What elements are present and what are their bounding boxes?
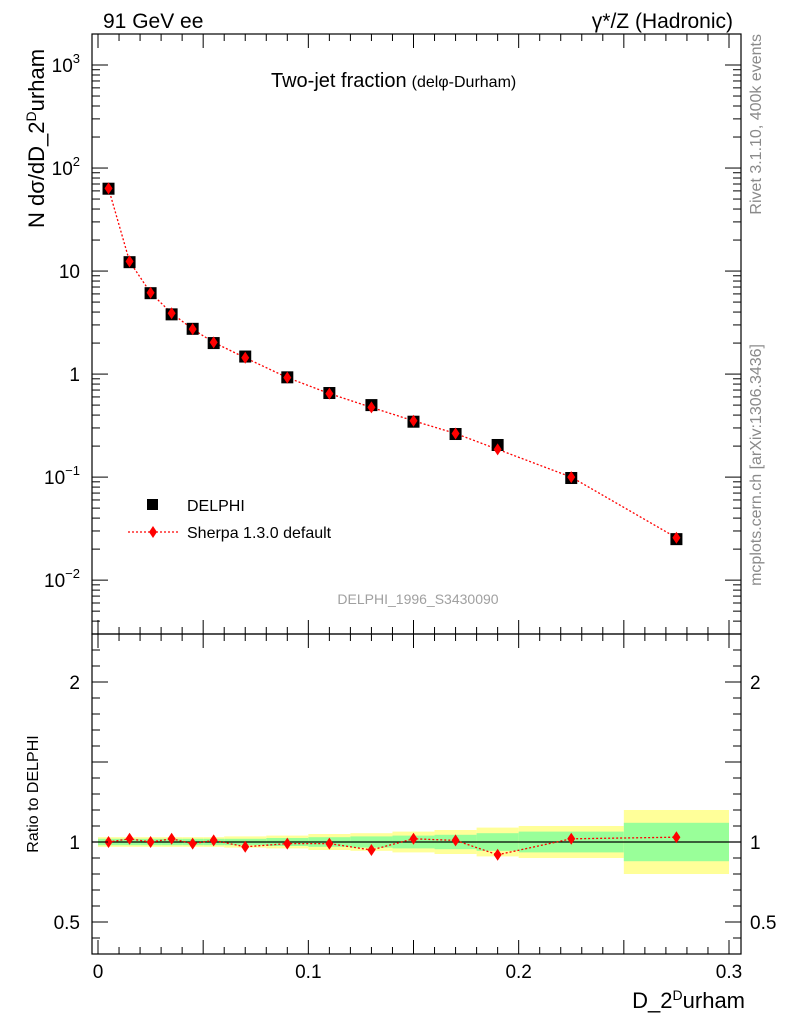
legend-data-label: DELPHI [187,498,245,515]
legend-mc-label: Sherpa 1.3.0 default [187,525,332,542]
mc-point [188,323,197,336]
main-y-tick-label: 1 [69,365,80,386]
x-tick-label: 0.2 [505,962,531,983]
ratio-point [209,834,218,847]
x-tick-label: 0 [93,962,104,983]
main-y-tick-label: 10−2 [44,566,80,592]
mc-point [493,443,502,456]
rivet-version-label: Rivet 3.1.10, 400k events [748,34,765,215]
main-y-tick-label: 102 [52,154,80,180]
mc-point [567,471,576,484]
ratio-point [367,844,376,856]
ratio-point [241,840,250,853]
mc-point [104,182,113,195]
ratio-panel: 0.5 0.5 1 1 2 2 Ratio to DELPHI [25,633,776,955]
ratio-point [125,832,134,845]
main-y-axis-label: N dσ/dD_2Durham [23,49,49,228]
mc-series-line [107,188,677,539]
ratio-point [493,848,502,861]
header-left: 91 GeV ee [103,10,203,33]
mc-point [241,351,250,364]
mc-point [672,531,681,544]
main-y-tick-label: 10−1 [44,463,80,489]
x-axis: 0 0.1 0.2 0.3 [93,962,743,983]
mc-point [367,401,376,414]
mc-point [209,336,218,349]
x-tick-label: 0.3 [716,962,742,983]
ratio-y-tick-label-right: 1 [750,833,761,854]
header-right: γ*/Z (Hadronic) [592,10,733,33]
ratio-panel-frame [91,633,742,955]
mc-point [146,286,155,299]
mcplots-source-label: mcplots.cern.ch [arXiv:1306.3436] [748,344,765,586]
x-tick-label: 0.1 [295,962,321,983]
legend-data-marker [147,499,158,510]
analysis-id-watermark: DELPHI_1996_S3430090 [337,591,498,607]
ratio-y-tick-label-right: 2 [750,673,761,694]
mc-point [283,371,292,384]
mc-series-points [104,182,681,544]
mc-point [125,255,134,268]
ratio-axes: 0.5 0.5 1 1 2 2 [54,633,776,955]
legend-mc-marker [149,526,157,538]
ratio-point [567,832,576,845]
legend: DELPHI Sherpa 1.3.0 default [128,498,332,542]
ratio-mc-points [104,831,681,861]
mc-point [325,387,334,400]
ratio-point [146,836,155,848]
main-title: Two-jet fraction (delφ-Durham) [271,70,516,92]
ratio-point [451,834,460,847]
ratio-y-axis-label: Ratio to DELPHI [25,735,42,852]
mc-point [451,427,460,440]
ratio-y-tick-label-left: 0.5 [54,913,80,934]
main-y-tick-label: 103 [52,51,80,77]
ratio-point [409,832,418,845]
mc-point [409,414,418,427]
mc-point [167,307,176,320]
ratio-point [104,836,113,848]
main-y-tick-label: 10 [59,262,80,283]
ratio-point [283,837,292,850]
ratio-point [167,832,176,845]
ratio-y-tick-label-left: 1 [69,833,80,854]
ratio-y-tick-label-left: 2 [69,673,80,694]
ratio-point [188,837,197,850]
mc-series-polyline [107,188,677,539]
x-axis-label: D_2Durham [632,987,745,1013]
ratio-y-tick-label-right: 0.5 [750,913,776,934]
ratio-point [672,831,681,844]
ratio-point [325,837,334,850]
